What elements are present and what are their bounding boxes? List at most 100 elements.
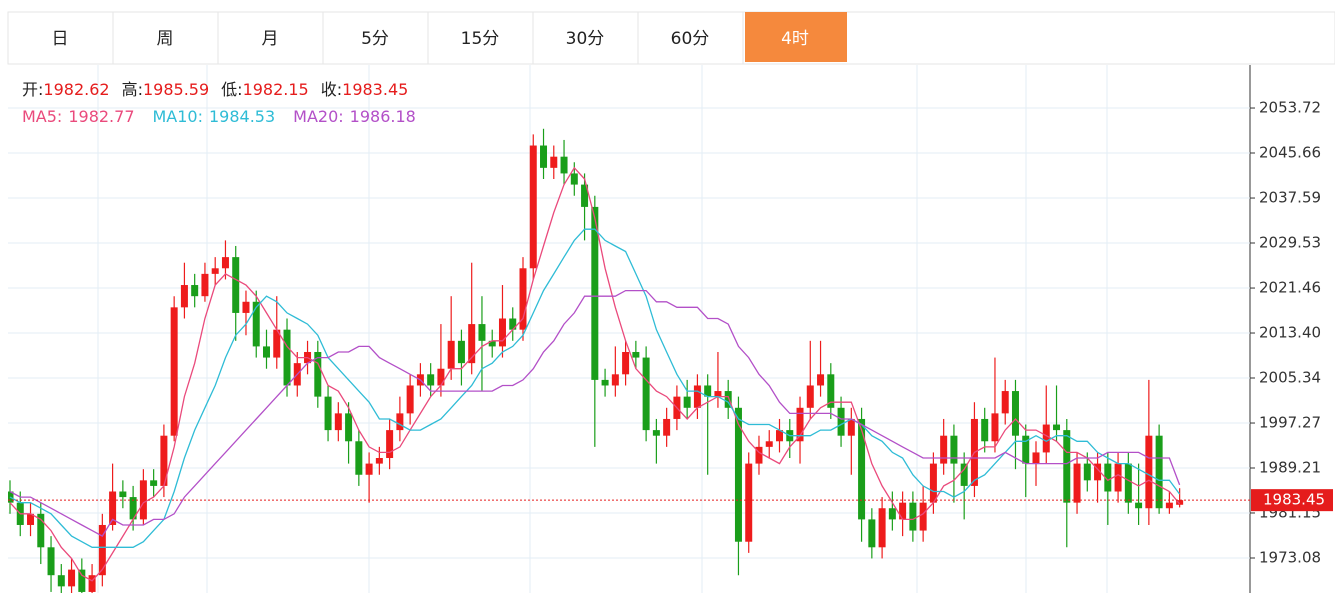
candle-body [960,463,968,486]
candle-body [109,491,117,525]
candle-body [714,391,722,397]
candle-body [88,575,96,592]
candle-body [878,508,886,548]
candle-body [899,502,907,520]
y-tick-label: 1997.27 [1259,414,1321,432]
candle-body [704,385,712,397]
candle-body [693,385,701,408]
tab[interactable] [637,11,744,65]
candle-body [263,346,270,358]
tab-label[interactable]: 30分 [566,29,605,49]
ohlc-info: 开:1982.62 高:1985.59 低:1982.15 收:1983.45 [22,80,408,99]
candle-body [622,351,630,375]
candle-body [1042,424,1050,453]
candle-body [68,569,76,587]
candle-body [98,524,106,576]
ma-line [9,166,1181,582]
info-value: 1982.62 [43,80,109,99]
candle-body [919,502,927,531]
tab[interactable] [217,11,324,65]
tab[interactable] [322,11,429,65]
tab-label[interactable]: 15分 [461,29,500,49]
candle-body [652,430,660,436]
candle-body [724,391,732,408]
info-label: 高: [122,80,143,99]
candle-body [1083,463,1091,481]
candle-body [888,508,896,520]
tab-label[interactable]: 4时 [781,29,809,49]
y-tick-label: 2013.40 [1259,324,1321,342]
candle-body [447,340,455,369]
candle-body [847,418,855,436]
candle-body [1145,435,1153,509]
candle-body [991,413,999,442]
plot [8,128,1184,593]
candle-body [386,430,394,459]
tab-label[interactable]: 日 [52,29,69,49]
info-value: 1982.15 [243,80,309,99]
tab[interactable] [745,12,847,62]
candle-body [776,430,783,442]
candle-body [160,435,168,486]
candle-body [478,324,486,341]
candle-body [1011,391,1019,436]
candle-body [201,273,209,297]
ma-line [9,228,1181,548]
candle-body [57,575,65,587]
ma-line [9,289,1181,537]
tab-label[interactable]: 60分 [671,29,710,49]
candle-body [868,519,876,548]
candle-body [1165,502,1173,509]
candle-body [139,480,147,520]
candle-body [837,407,845,436]
candle-body [27,513,35,525]
candle-body [909,502,917,531]
candle-body [37,513,45,548]
tab-label[interactable]: 5分 [361,29,389,49]
y-tick-label: 2029.53 [1259,234,1321,252]
tab[interactable] [532,11,639,65]
candle-body [581,184,589,207]
candle-body [314,351,322,397]
legend-name: MA5: [22,107,62,126]
candle-body [509,318,517,330]
candle-body [345,413,353,442]
y-tick-label: 2021.46 [1259,279,1321,297]
ma-legend: MA5: 1982.77 MA10: 1984.53 MA20: 1986.18 [22,107,416,126]
candle-body [1124,463,1132,503]
candle-body [1053,424,1061,431]
candle-body [950,435,958,464]
candle-body [734,407,742,542]
candle-body [745,463,753,542]
candle-body [47,547,55,576]
candle-body [273,329,281,358]
tab[interactable] [112,11,219,65]
tab-label[interactable]: 月 [262,29,279,49]
candle-body [252,301,260,347]
candle-body [560,156,568,174]
tab[interactable] [427,11,534,65]
candle-body [796,407,804,442]
candle-body [981,418,989,442]
candle-body [498,318,506,347]
candle-body [765,441,773,447]
info-label: 开: [22,80,43,99]
info-label: 收: [321,80,342,99]
candle-body [550,156,558,168]
candle-body [211,268,219,274]
candle-body [817,374,825,386]
vertical-grid [97,65,1108,593]
candle-body [601,379,609,386]
y-tick-label: 2045.66 [1259,144,1321,162]
tab[interactable] [7,11,114,65]
candle-body [1135,502,1143,509]
candle-body [642,357,650,431]
candle-body [663,418,671,436]
tab-label[interactable]: 周 [157,29,174,49]
candle-body [683,396,691,408]
candle-body [427,374,435,386]
candle-body [170,307,178,436]
candle-body [457,340,465,364]
candle-body [180,285,188,308]
